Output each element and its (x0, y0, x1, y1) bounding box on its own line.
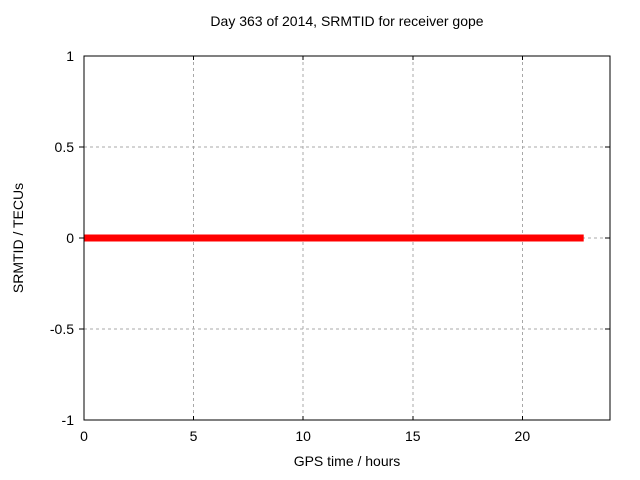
x-tick-label: 10 (295, 428, 311, 444)
x-tick-label: 20 (515, 428, 531, 444)
x-tick-label: 5 (190, 428, 198, 444)
chart-title: Day 363 of 2014, SRMTID for receiver gop… (210, 13, 484, 29)
x-tick-label: 15 (405, 428, 421, 444)
y-tick-label: -0.5 (50, 321, 74, 337)
y-tick-labels: -1 -0.5 0 0.5 1 (50, 48, 74, 428)
tick-marks (79, 56, 610, 420)
x-axis-label: GPS time / hours (293, 453, 401, 469)
y-tick-label: 0.5 (55, 139, 75, 155)
y-tick-label: 0 (66, 230, 74, 246)
x-tick-labels: 0 5 10 15 20 (80, 428, 530, 444)
y-tick-label: 1 (66, 48, 74, 64)
y-tick-label: -1 (62, 412, 75, 428)
x-tick-label: 0 (80, 428, 88, 444)
